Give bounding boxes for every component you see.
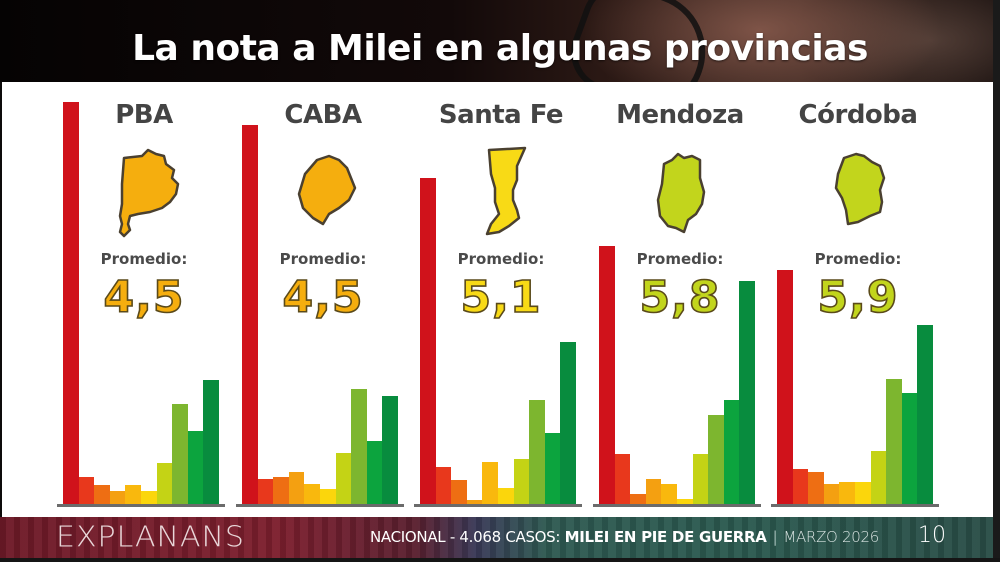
- edge-strip: [993, 0, 1000, 562]
- bar-score-3: [808, 472, 824, 504]
- header-banner: La nota a Milei en algunas provincias: [0, 0, 1000, 82]
- footer-bottom-band: [0, 558, 1000, 562]
- province-chart-santa-fe: Santa Fe Promedio: 5,1: [414, 82, 586, 517]
- average-value: 5,8: [639, 271, 721, 324]
- page-number: 10: [918, 523, 946, 548]
- bar-score-2: [257, 479, 274, 504]
- caba-map-icon: [297, 154, 357, 226]
- province-name: CABA: [284, 100, 362, 130]
- bar-score-5: [482, 462, 498, 504]
- province-name: Córdoba: [798, 100, 918, 130]
- bar-score-4: [645, 479, 662, 504]
- bar-score-2: [78, 477, 95, 504]
- bar-score-5: [125, 485, 141, 504]
- bar-group: [57, 82, 229, 517]
- bar-score-8: [708, 415, 724, 504]
- bar-score-1: [242, 125, 258, 504]
- bar-score-5: [839, 482, 855, 504]
- province-chart-cordoba: Córdoba Promedio: 5,9: [771, 82, 943, 517]
- bar-score-10: [203, 380, 219, 504]
- province-name: Santa Fe: [438, 100, 564, 130]
- chart-baseline: [593, 504, 761, 507]
- bar-score-9: [366, 441, 383, 504]
- bar-score-3: [630, 494, 646, 504]
- bar-score-9: [901, 393, 918, 504]
- average-value: 5,9: [817, 271, 899, 324]
- bar-score-8: [351, 389, 367, 504]
- chart-baseline: [414, 504, 582, 507]
- brand-logo: EXPLANANS: [56, 520, 245, 555]
- bar-score-10: [560, 342, 576, 504]
- bar-score-4: [109, 491, 126, 504]
- footer-info: NACIONAL - 4.068 CASOS: MILEI EN PIE DE …: [370, 528, 879, 546]
- average-label: Promedio:: [100, 250, 188, 268]
- bar-score-6: [141, 491, 157, 504]
- bar-score-7: [513, 459, 530, 504]
- province-chart-caba: CABA Promedio: 4,5: [236, 82, 408, 517]
- average-value: 5,1: [460, 271, 542, 324]
- average-label: Promedio:: [457, 250, 545, 268]
- mendoza-map-icon: [656, 152, 706, 234]
- page-title: La nota a Milei en algunas provincias: [132, 28, 868, 69]
- chart-baseline: [57, 504, 225, 507]
- bar-score-9: [187, 431, 204, 504]
- chart-panel: PBA Promedio: 4,5 CABA Promedio: 4,5 Santa Fe P…: [2, 82, 993, 517]
- footer-separator: |: [772, 528, 778, 546]
- bar-score-6: [677, 499, 693, 504]
- bar-score-1: [420, 178, 436, 504]
- footer-section: NACIONAL - 4.068 CASOS:: [370, 528, 565, 546]
- bar-score-10: [382, 396, 398, 504]
- bar-score-8: [172, 404, 188, 504]
- province-chart-mendoza: Mendoza Promedio: 5,8: [593, 82, 765, 517]
- bar-score-1: [599, 246, 615, 504]
- bar-score-9: [544, 433, 561, 504]
- bar-score-7: [692, 454, 709, 504]
- average-label: Promedio:: [279, 250, 367, 268]
- bar-score-7: [156, 463, 173, 504]
- bar-score-1: [63, 102, 79, 504]
- bar-score-3: [451, 480, 467, 504]
- bar-score-5: [304, 484, 320, 504]
- bar-group: [771, 82, 943, 517]
- bar-score-2: [614, 454, 631, 504]
- santa-fe-map-icon: [485, 146, 527, 236]
- footer-bar: [0, 517, 993, 558]
- chart-baseline: [236, 504, 404, 507]
- footer-headline: MILEI EN PIE DE GUERRA: [564, 528, 767, 546]
- bar-score-2: [792, 469, 809, 504]
- bar-score-6: [855, 482, 871, 504]
- bar-score-4: [288, 472, 305, 504]
- chart-baseline: [771, 504, 939, 507]
- bar-score-7: [870, 451, 887, 504]
- bar-score-3: [94, 485, 110, 504]
- bar-group: [236, 82, 408, 517]
- bar-score-2: [435, 467, 452, 504]
- bar-score-8: [886, 379, 902, 504]
- average-value: 4,5: [103, 271, 185, 324]
- footer-date: MARZO 2026: [783, 528, 880, 546]
- bar-score-4: [466, 500, 483, 504]
- cordoba-map-icon: [834, 152, 886, 226]
- bar-score-7: [335, 453, 352, 504]
- bar-score-1: [777, 270, 793, 504]
- bar-score-9: [723, 400, 740, 504]
- bar-group: [593, 82, 765, 517]
- province-name: Mendoza: [616, 100, 744, 130]
- bar-score-6: [320, 489, 336, 504]
- province-name: PBA: [115, 100, 173, 130]
- footer-building-texture: [0, 517, 993, 558]
- average-label: Promedio:: [636, 250, 724, 268]
- buenos-aires-province-map-icon: [118, 148, 180, 238]
- bar-score-4: [823, 484, 840, 504]
- bar-score-5: [661, 484, 677, 504]
- bar-score-3: [273, 477, 289, 504]
- bar-score-10: [917, 325, 933, 504]
- average-label: Promedio:: [814, 250, 902, 268]
- bar-score-10: [739, 281, 755, 504]
- bar-score-8: [529, 400, 545, 504]
- bar-score-6: [498, 488, 514, 504]
- province-chart-pba: PBA Promedio: 4,5: [57, 82, 229, 517]
- average-value: 4,5: [282, 271, 364, 324]
- bar-group: [414, 82, 586, 517]
